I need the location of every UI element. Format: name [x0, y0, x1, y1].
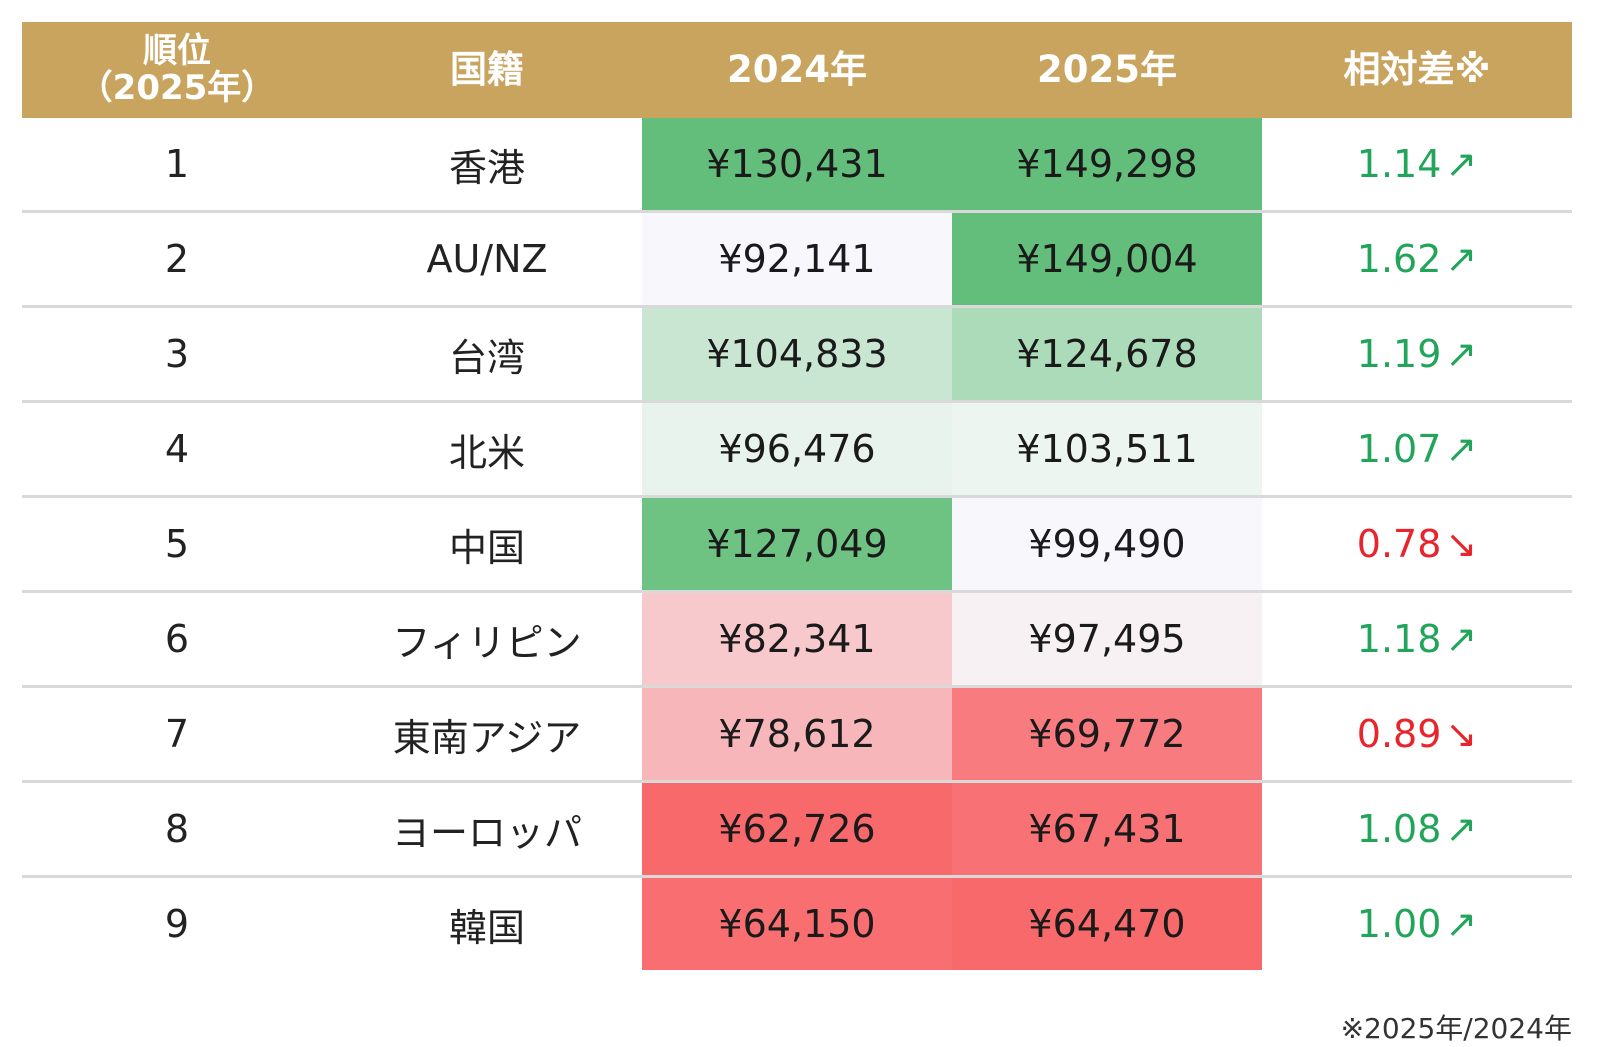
ratio-cell: 1.62 ↗	[1262, 211, 1572, 308]
ratio-value: 0.89	[1356, 712, 1442, 756]
table-row: 1 香港 ¥130,431 ¥149,298 1.14 ↗	[22, 118, 1572, 213]
arrow-up-right-icon: ↗	[1445, 427, 1478, 471]
ratio-cell: 0.78 ↘	[1262, 496, 1572, 593]
table-row: 4 北米 ¥96,476 ¥103,511 1.07 ↗	[22, 401, 1572, 498]
rank-cell: 5	[22, 496, 332, 593]
table-row: 5 中国 ¥127,049 ¥99,490 0.78 ↘	[22, 496, 1572, 593]
value-2024-cell: ¥62,726	[642, 781, 952, 878]
rank-cell: 9	[22, 876, 332, 970]
ratio-cell: 0.89 ↘	[1262, 686, 1572, 783]
ratio-value: 1.07	[1356, 427, 1442, 471]
rank-cell: 3	[22, 306, 332, 403]
value-2025-cell: ¥149,298	[952, 118, 1262, 213]
ratio-value: 0.78	[1356, 522, 1442, 566]
table-row: 3 台湾 ¥104,833 ¥124,678 1.19 ↗	[22, 306, 1572, 403]
table-row: 6 フィリピン ¥82,341 ¥97,495 1.18 ↗	[22, 591, 1572, 688]
ratio-cell: 1.18 ↗	[1262, 591, 1572, 688]
arrow-up-right-icon: ↗	[1445, 237, 1478, 281]
arrow-down-right-icon: ↘	[1445, 522, 1478, 566]
country-cell: AU/NZ	[332, 211, 642, 308]
ratio-value: 1.18	[1356, 617, 1442, 661]
rank-cell: 4	[22, 401, 332, 498]
value-2025-cell: ¥149,004	[952, 211, 1262, 308]
arrow-up-right-icon: ↗	[1445, 902, 1478, 946]
ratio-cell: 1.14 ↗	[1262, 118, 1572, 213]
rank-cell: 6	[22, 591, 332, 688]
country-cell: ヨーロッパ	[332, 781, 642, 878]
ratio-value: 1.14	[1356, 142, 1442, 186]
value-2024-cell: ¥82,341	[642, 591, 952, 688]
value-2025-cell: ¥67,431	[952, 781, 1262, 878]
arrow-up-right-icon: ↗	[1445, 332, 1478, 376]
rank-cell: 1	[22, 118, 332, 213]
arrow-up-right-icon: ↗	[1445, 142, 1478, 186]
table-row: 8 ヨーロッパ ¥62,726 ¥67,431 1.08 ↗	[22, 781, 1572, 878]
footnote: ※2025年/2024年	[1340, 1012, 1572, 1045]
ratio-value: 1.19	[1356, 332, 1442, 376]
arrow-down-right-icon: ↘	[1445, 712, 1478, 756]
country-cell: 東南アジア	[332, 686, 642, 783]
ratio-cell: 1.19 ↗	[1262, 306, 1572, 403]
arrow-up-right-icon: ↗	[1445, 807, 1478, 851]
value-2025-cell: ¥64,470	[952, 876, 1262, 970]
rank-cell: 2	[22, 211, 332, 308]
value-2025-cell: ¥99,490	[952, 496, 1262, 593]
rank-cell: 7	[22, 686, 332, 783]
table-header-row: 順位 （2025年） 国籍 2024年 2025年 相対差※	[22, 22, 1572, 118]
ratio-cell: 1.00 ↗	[1262, 876, 1572, 970]
country-column-header: 国籍	[332, 22, 642, 118]
value-2024-cell: ¥104,833	[642, 306, 952, 403]
value-2024-cell: ¥127,049	[642, 496, 952, 593]
value-2025-cell: ¥103,511	[952, 401, 1262, 498]
table-row: 2 AU/NZ ¥92,141 ¥149,004 1.62 ↗	[22, 211, 1572, 308]
rank-column-header: 順位 （2025年）	[22, 22, 332, 118]
country-cell: 台湾	[332, 306, 642, 403]
rank-header-line1: 順位	[143, 30, 211, 71]
ratio-value: 1.00	[1356, 902, 1442, 946]
value-2025-cell: ¥124,678	[952, 306, 1262, 403]
country-cell: 香港	[332, 118, 642, 213]
spending-ranking-table: 順位 （2025年） 国籍 2024年 2025年 相対差※ 1 香港 ¥130,4…	[22, 22, 1572, 970]
table-body: 1 香港 ¥130,431 ¥149,298 1.14 ↗ 2 AU/NZ ¥92,141 ¥14…	[22, 118, 1572, 970]
table-row: 9 韓国 ¥64,150 ¥64,470 1.00 ↗	[22, 876, 1572, 970]
country-cell: フィリピン	[332, 591, 642, 688]
year-2025-column-header: 2025年	[952, 22, 1262, 118]
value-2024-cell: ¥130,431	[642, 118, 952, 213]
ranking-table-container: 順位 （2025年） 国籍 2024年 2025年 相対差※ 1 香港 ¥130,4…	[22, 22, 1572, 1045]
year-2024-column-header: 2024年	[642, 22, 952, 118]
ratio-value: 1.62	[1356, 237, 1442, 281]
value-2025-cell: ¥97,495	[952, 591, 1262, 688]
rank-cell: 8	[22, 781, 332, 878]
value-2024-cell: ¥92,141	[642, 211, 952, 308]
arrow-up-right-icon: ↗	[1445, 617, 1478, 661]
country-cell: 北米	[332, 401, 642, 498]
ratio-cell: 1.08 ↗	[1262, 781, 1572, 878]
value-2025-cell: ¥69,772	[952, 686, 1262, 783]
value-2024-cell: ¥64,150	[642, 876, 952, 970]
ratio-value: 1.08	[1356, 807, 1442, 851]
country-cell: 中国	[332, 496, 642, 593]
value-2024-cell: ¥96,476	[642, 401, 952, 498]
rank-header-line2: （2025年）	[78, 68, 276, 108]
ratio-cell: 1.07 ↗	[1262, 401, 1572, 498]
ratio-column-header: 相対差※	[1262, 22, 1572, 118]
country-cell: 韓国	[332, 876, 642, 970]
value-2024-cell: ¥78,612	[642, 686, 952, 783]
table-row: 7 東南アジア ¥78,612 ¥69,772 0.89 ↘	[22, 686, 1572, 783]
